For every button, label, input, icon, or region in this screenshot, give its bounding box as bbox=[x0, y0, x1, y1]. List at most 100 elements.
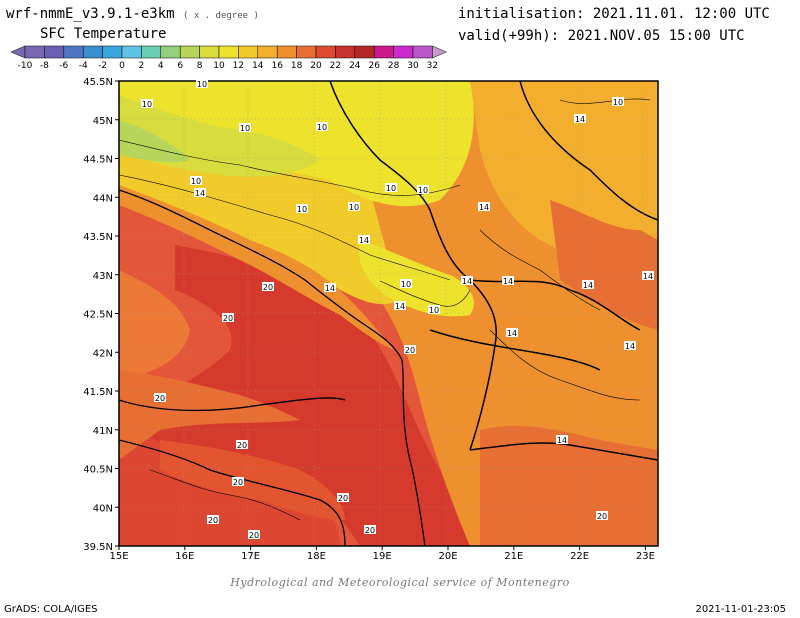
temperature-map: 10 10 10 10 10 14 10 10 10 10 10 14 14 14 14 10 14 14 14 14… bbox=[83, 77, 659, 562]
contour-label: 14 bbox=[507, 329, 517, 338]
footer-left: GrADS: COLA/IGES bbox=[4, 604, 98, 615]
lat-tick-label: 45N bbox=[93, 116, 113, 127]
national-border-5 bbox=[469, 442, 659, 461]
footer-right: 2021-11-01-23:05 bbox=[695, 604, 786, 615]
contour-label-bg bbox=[239, 123, 251, 132]
contour-label: 14 bbox=[575, 115, 585, 124]
colorbar-label: 30 bbox=[407, 61, 419, 71]
colorbar-label: 32 bbox=[427, 61, 438, 71]
contour-label-bg bbox=[582, 280, 594, 289]
contour-label-bg bbox=[502, 276, 514, 285]
adriatic-coast-land bbox=[119, 185, 395, 350]
contour-label-bg bbox=[556, 435, 568, 444]
contour-label: 10 bbox=[197, 80, 207, 89]
national-border-4 bbox=[519, 80, 659, 221]
lat-tick-label: 40.5N bbox=[83, 465, 113, 476]
contour-label-bg bbox=[385, 183, 397, 192]
colorbar-label: 20 bbox=[310, 61, 322, 71]
contour-label: 14 bbox=[359, 236, 369, 245]
lon-tick-label: 23E bbox=[636, 551, 655, 562]
units-label: ( x . degree ) bbox=[183, 11, 259, 21]
lon-tick-label: 20E bbox=[438, 551, 457, 562]
contour-label: 14 bbox=[325, 284, 335, 293]
contour-label-bg bbox=[196, 79, 208, 88]
lon-tick-label: 21E bbox=[504, 551, 523, 562]
colorbar-label: 12 bbox=[233, 61, 244, 71]
contour-lines bbox=[118, 98, 651, 521]
italy-north-land bbox=[119, 270, 190, 380]
colorbar-label: -8 bbox=[40, 61, 49, 71]
credit-text: Hydrological and Meteorological service … bbox=[230, 576, 570, 589]
contour-label-bg bbox=[316, 122, 328, 131]
temperature-colorbar: -10 -8 -6 -4 -2 0 2 4 6 8 10 12 14 16 18 20 22 24 26 28 30 32 bbox=[10, 45, 448, 71]
model-name: wrf-nmmE_v3.9.1-e3km bbox=[6, 6, 175, 22]
contour-label: 10 bbox=[240, 124, 250, 133]
contour-label: 20 bbox=[155, 394, 165, 403]
contour-label-bg bbox=[478, 202, 490, 211]
latitude-ticks: 45.5N 45N 44.5N 44N 43.5N 43N 42.5N 42N 41.5N 41N… bbox=[83, 77, 119, 553]
contour-label-bg bbox=[207, 515, 219, 524]
north-cold-land bbox=[119, 81, 474, 207]
contour-label-bg bbox=[222, 313, 234, 322]
national-border-1 bbox=[329, 80, 497, 451]
lat-tick-label: 39.5N bbox=[83, 542, 113, 553]
contour-label-bg bbox=[262, 282, 274, 291]
contour-label: 10 bbox=[429, 306, 439, 315]
contour-label: 14 bbox=[625, 342, 635, 351]
contour-label-bg bbox=[394, 301, 406, 310]
contour-label: 10 bbox=[317, 123, 327, 132]
colorbar-label: -6 bbox=[59, 61, 68, 71]
contour-label: 14 bbox=[395, 302, 405, 311]
colorbar-label: 16 bbox=[271, 61, 283, 71]
lat-tick-label: 42N bbox=[93, 348, 113, 359]
lon-tick-label: 16E bbox=[175, 551, 194, 562]
contour-label: 14 bbox=[479, 203, 489, 212]
contour-label: 14 bbox=[195, 189, 205, 198]
italy-coast-south bbox=[118, 439, 346, 547]
colorbar-label: 28 bbox=[388, 61, 400, 71]
lon-tick-label: 15E bbox=[109, 551, 128, 562]
contour-label-bg bbox=[324, 283, 336, 292]
contour-label-bg bbox=[461, 276, 473, 285]
contour-label-bg bbox=[296, 204, 308, 213]
contour-label: 20 bbox=[208, 516, 218, 525]
contour-label: 20 bbox=[405, 346, 415, 355]
colorbar-label: 18 bbox=[291, 61, 303, 71]
contour-label-bg bbox=[348, 202, 360, 211]
contour-label: 20 bbox=[365, 526, 375, 535]
coastlines-and-borders bbox=[118, 80, 659, 547]
contour-label: 20 bbox=[249, 531, 259, 540]
contour-label: 14 bbox=[462, 277, 472, 286]
longitude-ticks: 15E 16E 17E 18E 19E 20E 21E 22E 23E bbox=[109, 546, 655, 562]
contour-label: 14 bbox=[643, 272, 653, 281]
colorbar-label: 2 bbox=[139, 61, 145, 71]
contour-label-group: 10 10 10 10 10 14 10 10 10 10 10 14 14 14 14 10 14 14 14 14… bbox=[141, 79, 654, 540]
italy-gulf bbox=[160, 440, 345, 520]
contour-label-bg bbox=[358, 235, 370, 244]
contour-label: 14 bbox=[503, 277, 513, 286]
contour-label-bg bbox=[364, 525, 376, 534]
contour-label: 10 bbox=[418, 186, 428, 195]
colorbar-label: 24 bbox=[349, 61, 361, 71]
lon-tick-label: 18E bbox=[307, 551, 326, 562]
lat-tick-label: 41N bbox=[93, 426, 113, 437]
contour-label-bg bbox=[642, 271, 654, 280]
contour-label-bg bbox=[248, 530, 260, 539]
contour-label-bg bbox=[506, 328, 518, 337]
contour-label: 10 bbox=[191, 177, 201, 186]
lat-tick-label: 40N bbox=[93, 503, 113, 514]
greece-land bbox=[480, 425, 658, 546]
graticule bbox=[119, 81, 658, 546]
contour-label-bg bbox=[236, 440, 248, 449]
contour-label-bg bbox=[574, 114, 586, 123]
contour-label: 10 bbox=[401, 280, 411, 289]
contour-label: 14 bbox=[557, 436, 567, 445]
italy-heel-land bbox=[119, 370, 300, 460]
colorbar-label: 8 bbox=[197, 61, 203, 71]
colorbar-label: 14 bbox=[252, 61, 264, 71]
lon-tick-label: 19E bbox=[373, 551, 392, 562]
colorbar-label: 6 bbox=[177, 61, 183, 71]
eastern-adriatic-coast bbox=[118, 189, 426, 547]
contour-label: 10 bbox=[349, 203, 359, 212]
colorbar-label: -2 bbox=[98, 61, 107, 71]
